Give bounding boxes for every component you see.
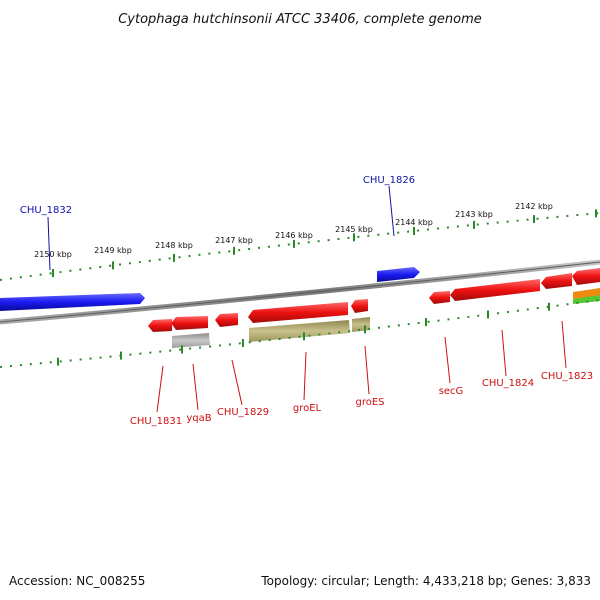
- label-groes[interactable]: groES: [355, 397, 384, 408]
- label-chu1832[interactable]: CHU_1832: [20, 205, 72, 216]
- inner-major-ticks: [57, 302, 550, 366]
- gene-markers-groes-feature[interactable]: [351, 299, 368, 313]
- label-chu1826[interactable]: CHU_1826: [363, 175, 415, 186]
- label-chu1829[interactable]: CHU_1829: [217, 407, 269, 418]
- scale-label-2148: 2148 kbp: [155, 241, 193, 250]
- scale-label-2142: 2142 kbp: [515, 202, 553, 211]
- gene-chu1829-feature[interactable]: [215, 313, 238, 327]
- gene-chu1826-feature[interactable]: [377, 267, 420, 282]
- accession-text: Accession: NC_008255: [9, 574, 146, 588]
- leader-secg: [444, 336, 451, 384]
- label-leaders: [47, 185, 567, 413]
- scale-label-2149: 2149 kbp: [94, 246, 132, 255]
- label-chu1823[interactable]: CHU_1823: [541, 371, 593, 382]
- map-title: Cytophaga hutchinsonii ATCC 33406, compl…: [118, 12, 482, 27]
- label-groel[interactable]: groEL: [293, 403, 322, 414]
- gene-labels: CHU_1832 CHU_1826 CHU_1831 yqaB CHU_1829…: [20, 175, 593, 427]
- inner-tick-track: [0, 299, 600, 368]
- gene-chu1823-feature[interactable]: [541, 273, 572, 289]
- scale-label-2143: 2143 kbp: [455, 210, 493, 219]
- label-chu1831[interactable]: CHU_1831: [130, 416, 182, 427]
- leader-groes: [364, 345, 370, 395]
- secondary-features: [172, 288, 600, 348]
- reverse-strand-features: [148, 268, 600, 332]
- scale-labels: 2150 kbp 2149 kbp 2148 kbp 2147 kbp 2146…: [34, 202, 553, 259]
- leader-chu1831: [156, 365, 164, 413]
- genome-backbone-line: [0, 261, 600, 323]
- gene-chu1831-feature[interactable]: [148, 319, 172, 332]
- forward-strand-features: [0, 267, 420, 311]
- khaki-feature-groes[interactable]: [352, 317, 370, 332]
- pseudo-feature-yqab[interactable]: [172, 333, 210, 348]
- scale-label-2144: 2144 kbp: [395, 218, 433, 227]
- gene-chu1832-feature[interactable]: [0, 293, 145, 311]
- label-yqab[interactable]: yqaB: [186, 413, 211, 424]
- green-feature[interactable]: [573, 295, 600, 304]
- leader-chu1829: [231, 359, 243, 406]
- major-ticks: [52, 209, 597, 278]
- leader-chu1832: [47, 216, 51, 271]
- khaki-feature-groel[interactable]: [249, 320, 350, 342]
- gene-chu1824-feature[interactable]: [450, 279, 540, 301]
- label-chu1824[interactable]: CHU_1824: [482, 378, 534, 389]
- genome-summary-text: Topology: circular; Length: 4,433,218 bp…: [261, 574, 591, 588]
- gene-adjacent-feature[interactable]: [572, 268, 600, 285]
- gene-secg-feature[interactable]: [429, 291, 450, 304]
- scale-label-2146: 2146 kbp: [275, 231, 313, 240]
- leader-yqab: [192, 363, 199, 411]
- scale-label-2150: 2150 kbp: [34, 250, 72, 259]
- label-secg[interactable]: secG: [439, 386, 464, 397]
- scale-label-2147: 2147 kbp: [215, 236, 253, 245]
- leader-chu1826: [388, 185, 395, 237]
- leader-chu1823: [561, 320, 567, 369]
- gene-groel-feature[interactable]: [248, 302, 348, 323]
- gene-yqab-feature[interactable]: [171, 316, 208, 330]
- leader-groel: [303, 351, 307, 401]
- scale-label-2145: 2145 kbp: [335, 225, 373, 234]
- leader-chu1824: [501, 329, 507, 377]
